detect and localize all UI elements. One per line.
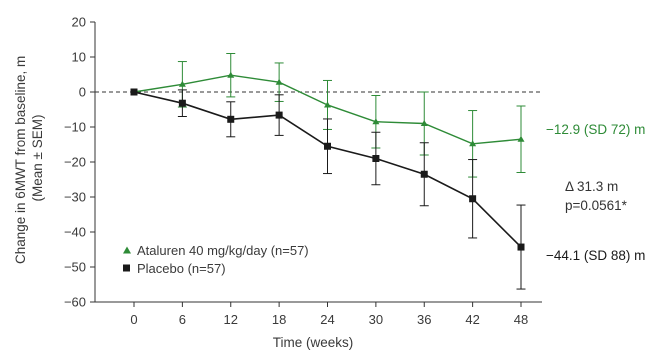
x-tick-label: 0: [130, 312, 137, 327]
axes: [94, 22, 542, 303]
y-tick-label: −20: [64, 155, 86, 170]
x-tick-label: 12: [224, 312, 238, 327]
x-tick-label: 42: [465, 312, 479, 327]
legend-ataluren-label: Ataluren 40 mg/kg/day (n=57): [137, 243, 309, 258]
ataluren-point: [420, 120, 428, 126]
placebo-point: [517, 243, 525, 251]
placebo-point: [324, 142, 331, 150]
x-tick-label: 48: [514, 312, 528, 327]
ataluren-point: [324, 101, 331, 108]
legend-placebo-marker: [123, 264, 130, 272]
ataluren-point: [372, 118, 380, 125]
y-axis-title-line1: Change in 6MWT from baseline, m: [13, 56, 28, 264]
placebo-point: [227, 115, 235, 123]
x-tick-label: 6: [179, 312, 186, 327]
plot-area: [130, 53, 526, 290]
placebo-point: [178, 99, 186, 107]
x-tick-label: 24: [320, 312, 334, 327]
y-tick-label: −10: [64, 120, 86, 135]
y-ticks: 20 10 0 −10 −20 −30 −40 −50 −60: [64, 15, 95, 310]
y-axis-title-line2: (Mean ± SEM): [30, 115, 45, 202]
placebo-point: [275, 111, 283, 119]
ataluren-point: [517, 135, 525, 142]
y-tick-label: −40: [64, 225, 86, 240]
x-tick-label: 36: [417, 312, 431, 327]
placebo-point: [420, 170, 428, 178]
ataluren-point: [227, 71, 235, 78]
ataluren-point: [178, 80, 186, 87]
series-placebo: [130, 88, 526, 290]
legend: Ataluren 40 mg/kg/day (n=57) Placebo (n=…: [123, 243, 309, 276]
x-axis-title: Time (weeks): [273, 335, 354, 350]
x-ticks: 0 6 12 18 24 30 36 42 48: [130, 302, 528, 327]
y-tick-label: −50: [64, 260, 86, 275]
p-value-annotation: p=0.0561*: [565, 198, 628, 213]
placebo-point: [372, 155, 380, 162]
ataluren-end-annotation: −12.9 (SD 72) m: [546, 122, 645, 137]
y-tick-label: 10: [72, 50, 86, 65]
y-tick-label: 20: [72, 15, 86, 30]
placebo-point: [130, 88, 138, 96]
placebo-point: [469, 195, 477, 203]
y-tick-label: −30: [64, 190, 86, 205]
placebo-end-annotation: −44.1 (SD 88) m: [546, 248, 645, 263]
x-tick-label: 30: [369, 312, 383, 327]
delta-annotation: Δ 31.3 m: [565, 179, 618, 194]
y-axis-title: Change in 6MWT from baseline, m (Mean ± …: [13, 52, 45, 264]
y-tick-label: −60: [64, 295, 86, 310]
ataluren-point: [469, 140, 477, 147]
legend-placebo-label: Placebo (n=57): [137, 261, 226, 276]
x-tick-label: 18: [272, 312, 286, 327]
legend-ataluren-marker: [123, 246, 131, 254]
y-tick-label: 0: [79, 85, 86, 100]
ataluren-point: [275, 78, 283, 85]
